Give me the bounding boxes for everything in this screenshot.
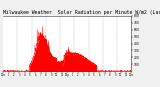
Text: Milwaukee Weather  Solar Radiation per Minute W/m2 (Last 24 Hours): Milwaukee Weather Solar Radiation per Mi… — [3, 10, 160, 15]
